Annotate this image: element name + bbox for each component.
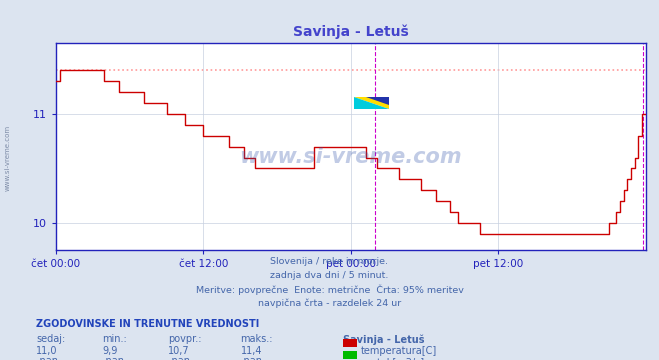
Polygon shape: [354, 97, 389, 109]
Text: -nan: -nan: [241, 356, 262, 360]
Text: Meritve: povprečne  Enote: metrične  Črta: 95% meritev: Meritve: povprečne Enote: metrične Črta:…: [196, 285, 463, 295]
Text: 10,7: 10,7: [168, 346, 190, 356]
Text: Slovenija / reke in morje.: Slovenija / reke in morje.: [270, 257, 389, 266]
Text: 11,4: 11,4: [241, 346, 262, 356]
Text: min.:: min.:: [102, 334, 127, 344]
Text: ZGODOVINSKE IN TRENUTNE VREDNOSTI: ZGODOVINSKE IN TRENUTNE VREDNOSTI: [36, 319, 260, 329]
Text: www.si-vreme.com: www.si-vreme.com: [240, 147, 462, 167]
Polygon shape: [354, 97, 389, 109]
Text: 11,0: 11,0: [36, 346, 58, 356]
Text: www.si-vreme.com: www.si-vreme.com: [5, 125, 11, 192]
Text: -nan: -nan: [36, 356, 58, 360]
Text: sedaj:: sedaj:: [36, 334, 65, 344]
Text: 9,9: 9,9: [102, 346, 117, 356]
Text: temperatura[C]: temperatura[C]: [361, 346, 438, 356]
Text: navpična črta - razdelek 24 ur: navpična črta - razdelek 24 ur: [258, 298, 401, 308]
Text: -nan: -nan: [168, 356, 190, 360]
Text: Savinja - Letuš: Savinja - Letuš: [343, 334, 424, 345]
Text: pretok[m3/s]: pretok[m3/s]: [361, 358, 424, 360]
Polygon shape: [366, 97, 389, 105]
Text: zadnja dva dni / 5 minut.: zadnja dva dni / 5 minut.: [270, 271, 389, 280]
Text: -nan: -nan: [102, 356, 124, 360]
Title: Savinja - Letuš: Savinja - Letuš: [293, 25, 409, 39]
Text: povpr.:: povpr.:: [168, 334, 202, 344]
Text: maks.:: maks.:: [241, 334, 273, 344]
